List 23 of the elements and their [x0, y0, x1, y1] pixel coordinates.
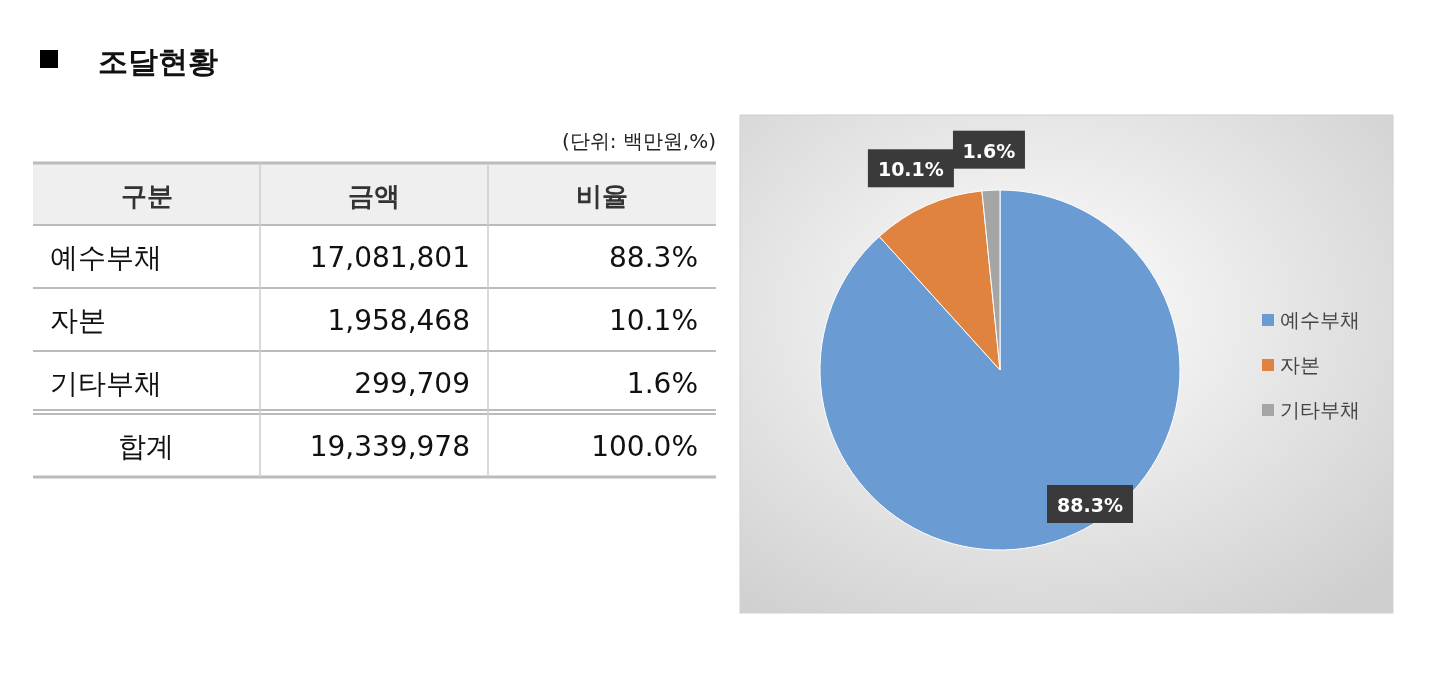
legend-label: 기타부채: [1280, 398, 1360, 422]
legend-label: 자본: [1280, 353, 1320, 377]
text: 합계: [118, 430, 174, 463]
data-label: 1.6%: [962, 139, 1016, 162]
text: 17,081,801: [309, 241, 470, 274]
text: 19,339,978: [309, 430, 470, 463]
text: 88.3%: [609, 241, 698, 274]
data-label: 88.3%: [1057, 494, 1123, 516]
text: 기타부채: [50, 367, 162, 400]
data-label: 10.1%: [877, 158, 944, 181]
text: 299,709: [354, 367, 470, 400]
text: 100.0%: [591, 430, 698, 463]
text: 1,958,468: [327, 304, 470, 337]
text: 자본: [50, 304, 106, 337]
text: 금액: [348, 181, 400, 211]
text: 10.1%: [609, 304, 698, 337]
text: 비율: [576, 181, 628, 211]
legend-label: 예수부채: [1280, 308, 1360, 332]
text: 조달현황: [98, 44, 218, 79]
text: 1.6%: [626, 367, 698, 400]
text: 예수부채: [50, 241, 162, 274]
text: 구분: [120, 181, 173, 211]
text: (단위: 백만원,%): [561, 129, 716, 153]
